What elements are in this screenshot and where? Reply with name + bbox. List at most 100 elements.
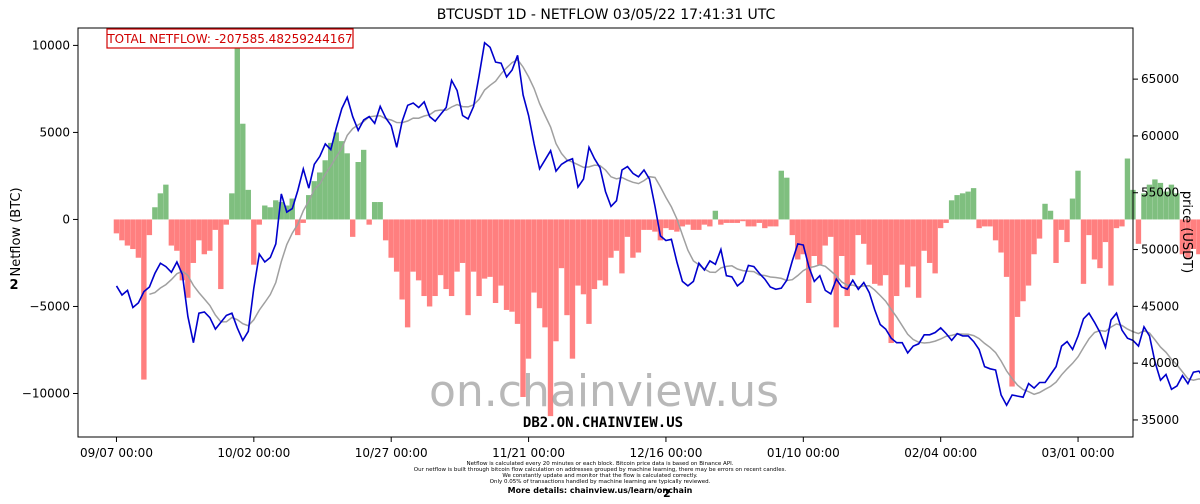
netflow-bar: [371, 202, 378, 220]
price-line: [115, 41, 1200, 407]
netflow-bar: [915, 219, 922, 298]
netflow-bar: [509, 219, 515, 312]
netflow-bar: [344, 153, 350, 220]
netflow-bar: [470, 219, 477, 272]
netflow-bar: [663, 219, 669, 229]
right-axis: 35000 40000 45000 50000 55000 60000 65000: [1133, 72, 1179, 427]
netflow-bar: [498, 219, 504, 286]
netflow-bar: [174, 219, 180, 251]
netflow-bar: [553, 219, 559, 342]
netflow-bar: [426, 219, 433, 307]
netflow-bar: [503, 219, 510, 310]
netflow-bar: [1036, 219, 1043, 239]
netflow-bar: [514, 219, 521, 324]
netflow-bar: [404, 219, 411, 328]
netflow-bar: [850, 219, 856, 276]
left-tick-label: 10000: [32, 38, 70, 52]
netflow-bar: [828, 219, 834, 237]
netflow-bar: [778, 170, 784, 220]
netflow-bar: [1190, 219, 1197, 250]
right-tick-label: 40000: [1141, 356, 1179, 370]
netflow-bar: [542, 219, 548, 328]
footer-more-details[interactable]: More details: chainview.us/learn/onchain: [507, 486, 693, 495]
right-tick-label: 50000: [1141, 243, 1179, 257]
netflow-bar: [262, 205, 268, 220]
netflow-bar: [1058, 219, 1065, 230]
netflow-bar: [899, 219, 905, 265]
netflow-bar: [745, 219, 751, 227]
netflow-bar: [1119, 219, 1125, 227]
netflow-bar: [998, 219, 1004, 253]
footer-notes: Netflow is calculated every 20 minutes o…: [0, 461, 1200, 485]
x-axis: 09/07 00:00 10/02 00:00 10/27 00:00 11/21 0…: [80, 437, 1115, 460]
netflow-bar: [399, 219, 405, 300]
netflow-bar: [954, 195, 960, 220]
netflow-bar: [872, 219, 878, 284]
netflow-bar: [437, 219, 444, 276]
netflow-bar: [273, 200, 279, 220]
netflow-bar: [608, 219, 614, 258]
netflow-bar: [580, 219, 587, 295]
x-tick-label: 11/21 00:00: [492, 446, 565, 460]
netflow-bar: [547, 219, 554, 417]
netflow-bar: [756, 219, 762, 223]
netflow-bar: [773, 219, 779, 227]
netflow-bar: [1009, 219, 1015, 387]
right-tick-label: 60000: [1141, 129, 1179, 143]
netflow-bar: [432, 219, 438, 297]
right-axis-label: price (USDT): [1179, 191, 1194, 273]
netflow-bar: [624, 219, 631, 237]
netflow-bar: [487, 219, 493, 277]
left-tick-label: 0: [62, 212, 70, 226]
netflow-chart: BTCUSDT 1D - NETFLOW 03/05/22 17:41:31 U…: [9, 7, 1200, 460]
netflow-bar: [476, 219, 482, 297]
netflow-bar: [168, 219, 175, 246]
netflow-bar: [965, 191, 971, 220]
netflow-bar: [146, 219, 153, 236]
netflow-bar: [141, 219, 147, 380]
netflow-bar: [1091, 219, 1098, 260]
netflow-bar: [800, 219, 806, 255]
netflow-bar: [718, 219, 724, 225]
netflow-bar: [734, 219, 741, 223]
netflow-bar: [1135, 219, 1142, 244]
netflow-bar: [267, 207, 273, 220]
netflow-bar: [948, 200, 955, 220]
netflow-bar: [833, 219, 839, 328]
netflow-bar: [784, 177, 790, 220]
netflow-bar: [943, 219, 949, 223]
netflow-bar: [657, 219, 664, 241]
netflow-bar: [1025, 219, 1032, 286]
netflow-bar: [707, 219, 713, 227]
netflow-bar: [185, 219, 191, 298]
netflow-bar: [674, 219, 680, 232]
netflow-bar: [245, 189, 251, 220]
netflow-bar: [1075, 170, 1081, 220]
netflow-bar: [300, 219, 306, 223]
netflow-bar: [668, 219, 675, 230]
netflow-bar: [1163, 191, 1169, 220]
netflow-bar: [520, 219, 526, 397]
netflow-bar: [1014, 219, 1021, 317]
left-axis: 10000 5000 0 −5000 −10000: [22, 38, 78, 400]
right-tick-label: 65000: [1141, 72, 1179, 86]
netflow-bar: [317, 172, 323, 220]
netflow-bar: [223, 219, 229, 225]
left-tick-label: 5000: [39, 125, 70, 139]
netflow-bar: [1031, 219, 1037, 255]
netflow-bar: [679, 219, 686, 227]
netflow-bar: [597, 219, 603, 281]
netflow-bar: [701, 219, 708, 225]
netflow-bar: [465, 219, 471, 316]
netflow-bar: [652, 219, 658, 232]
netflow-bar: [564, 219, 570, 316]
netflow-bar: [1108, 219, 1114, 286]
netflow-bar: [393, 219, 400, 272]
footer-line-3: We constantly update and monitor that th…: [502, 473, 698, 479]
netflow-bar: [893, 219, 900, 297]
netflow-bar: [1097, 219, 1103, 269]
netflow-bar: [932, 219, 938, 274]
netflow-bar: [333, 132, 339, 220]
netflow-bar: [1179, 219, 1186, 255]
left-axis-label: Netflow (BTC): [9, 187, 24, 276]
